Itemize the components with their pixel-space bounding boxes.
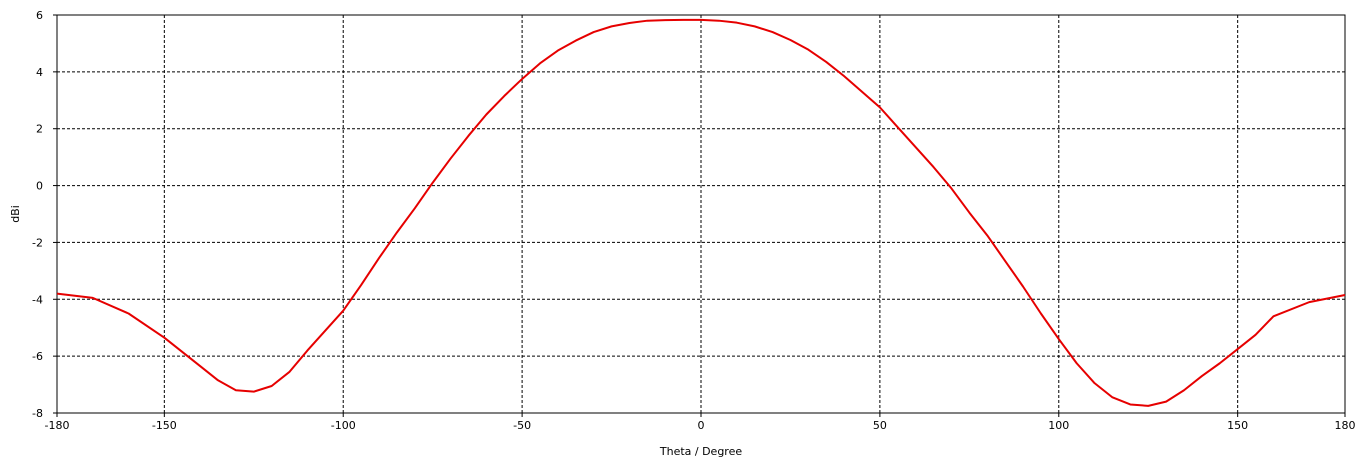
plot-frame bbox=[56, 14, 1346, 414]
x-tick-label: 100 bbox=[1048, 419, 1069, 432]
series-line bbox=[56, 18, 1346, 407]
y-axis-label: dBi bbox=[9, 205, 22, 223]
y-tick-label: -4 bbox=[32, 293, 43, 306]
y-tick-label: 6 bbox=[36, 9, 43, 22]
series-layer bbox=[56, 18, 1346, 407]
x-tick-label: 150 bbox=[1227, 419, 1248, 432]
x-tick-label: 180 bbox=[1335, 419, 1356, 432]
x-tick-label: 50 bbox=[873, 419, 887, 432]
y-tick-label: -2 bbox=[32, 236, 43, 249]
x-tick-label: -180 bbox=[45, 419, 70, 432]
y-tick-label: -6 bbox=[32, 350, 43, 363]
grid bbox=[57, 15, 1345, 413]
y-tick-label: 2 bbox=[36, 123, 43, 136]
x-tick-label: -100 bbox=[331, 419, 356, 432]
y-tick-label: 0 bbox=[36, 180, 43, 193]
x-axis-ticks: -180 -150 -100 -50 0 50 100 150 180 bbox=[45, 413, 1356, 432]
x-tick-label: 0 bbox=[698, 419, 705, 432]
x-tick-label: -50 bbox=[513, 419, 531, 432]
x-axis-label: Theta / Degree bbox=[659, 445, 742, 458]
y-tick-label: 4 bbox=[36, 66, 43, 79]
y-axis-ticks: -8 -6 -4 -2 0 2 4 6 bbox=[32, 9, 57, 420]
y-tick-label: -8 bbox=[32, 407, 43, 420]
x-tick-label: -150 bbox=[152, 419, 177, 432]
